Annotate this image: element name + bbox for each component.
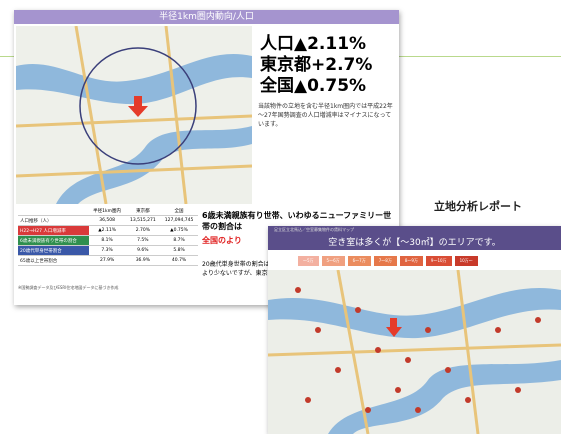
map bbox=[16, 26, 252, 204]
table-cell: 36,508 bbox=[89, 216, 126, 226]
legend-item: 8～9万 bbox=[400, 256, 423, 266]
table-cell: 5.8% bbox=[160, 246, 198, 256]
table-cell: ▲2.11% bbox=[89, 226, 126, 236]
legend-item: 9～10万 bbox=[426, 256, 452, 266]
table-cell: 27.9% bbox=[89, 256, 126, 266]
legend-item: 7～8万 bbox=[374, 256, 397, 266]
table-cell: 人口推移（人） bbox=[18, 216, 89, 226]
caption: 立地分析レポート bbox=[434, 198, 522, 214]
table-cell: 8.1% bbox=[89, 236, 126, 246]
table-cell: 36.9% bbox=[126, 256, 161, 266]
table-cell: 8.7% bbox=[160, 236, 198, 246]
table-cell: 9.6% bbox=[126, 246, 161, 256]
legend-item: 6～7万 bbox=[348, 256, 371, 266]
legend-item: 10万～ bbox=[455, 256, 478, 266]
legend-item: 5～6万 bbox=[322, 256, 345, 266]
slide-title: 半径1km圏内動向/人口 bbox=[14, 10, 399, 24]
table-cell: 65歳以上世帯割合 bbox=[18, 256, 89, 266]
header-cell: 半径1km圏内 bbox=[89, 206, 126, 216]
headlines: 人口▲2.11%東京都+2.7%全国▲0.75% bbox=[260, 34, 372, 97]
headline: 全国▲0.75% bbox=[260, 76, 372, 97]
table-cell: 2.70% bbox=[126, 226, 161, 236]
footnote: ※国勢調査データ及びESRI住宅地図データに基づき作成 bbox=[18, 285, 118, 291]
screenshot: 半径1km圏内動向/人口 人口▲2.11%東京都+2.7%全国▲0.75% 当該… bbox=[0, 0, 561, 434]
table-cell: 20歳代単身世帯割合 bbox=[18, 246, 89, 256]
header-cell: 全国 bbox=[160, 206, 198, 216]
map bbox=[268, 270, 561, 434]
table-cell: 7.3% bbox=[89, 246, 126, 256]
table-cell: H22→H27 人口増減率 bbox=[18, 226, 89, 236]
table-cell: 127,094,745 bbox=[160, 216, 198, 226]
header-cell: 東京都 bbox=[126, 206, 161, 216]
header-cell bbox=[18, 206, 89, 216]
table-cell: ▲0.75% bbox=[160, 226, 198, 236]
slide-title: 空き室は多くが【～30㎡】のエリアです。 bbox=[268, 235, 561, 248]
slide-rent-map: 足立区立北馬込／空室募集物件の賃料マップ 空き室は多くが【～30㎡】のエリアです… bbox=[268, 226, 561, 434]
table-cell: 7.5% bbox=[126, 236, 161, 246]
legend-item: ～5万 bbox=[298, 256, 319, 266]
table-header: 半径1km圏内東京都全国 bbox=[18, 206, 198, 216]
headline: 東京都+2.7% bbox=[260, 55, 372, 76]
table-cell: 6歳未満親族有り世帯の割合 bbox=[18, 236, 89, 246]
note-red: 全国のより bbox=[202, 235, 242, 246]
table-cell: 40.7% bbox=[160, 256, 198, 266]
table-row: H22→H27 人口増減率▲2.11%2.70%▲0.75% bbox=[18, 226, 198, 236]
description: 当該物件の立地を含む半径1km圏内では平成22年～27年国勢調査の人口増減率はマ… bbox=[258, 102, 394, 129]
headline: 人口▲2.11% bbox=[260, 34, 372, 55]
table-cell: 13,515,271 bbox=[126, 216, 161, 226]
slide-subtitle: 足立区立北馬込／空室募集物件の賃料マップ bbox=[274, 227, 354, 233]
